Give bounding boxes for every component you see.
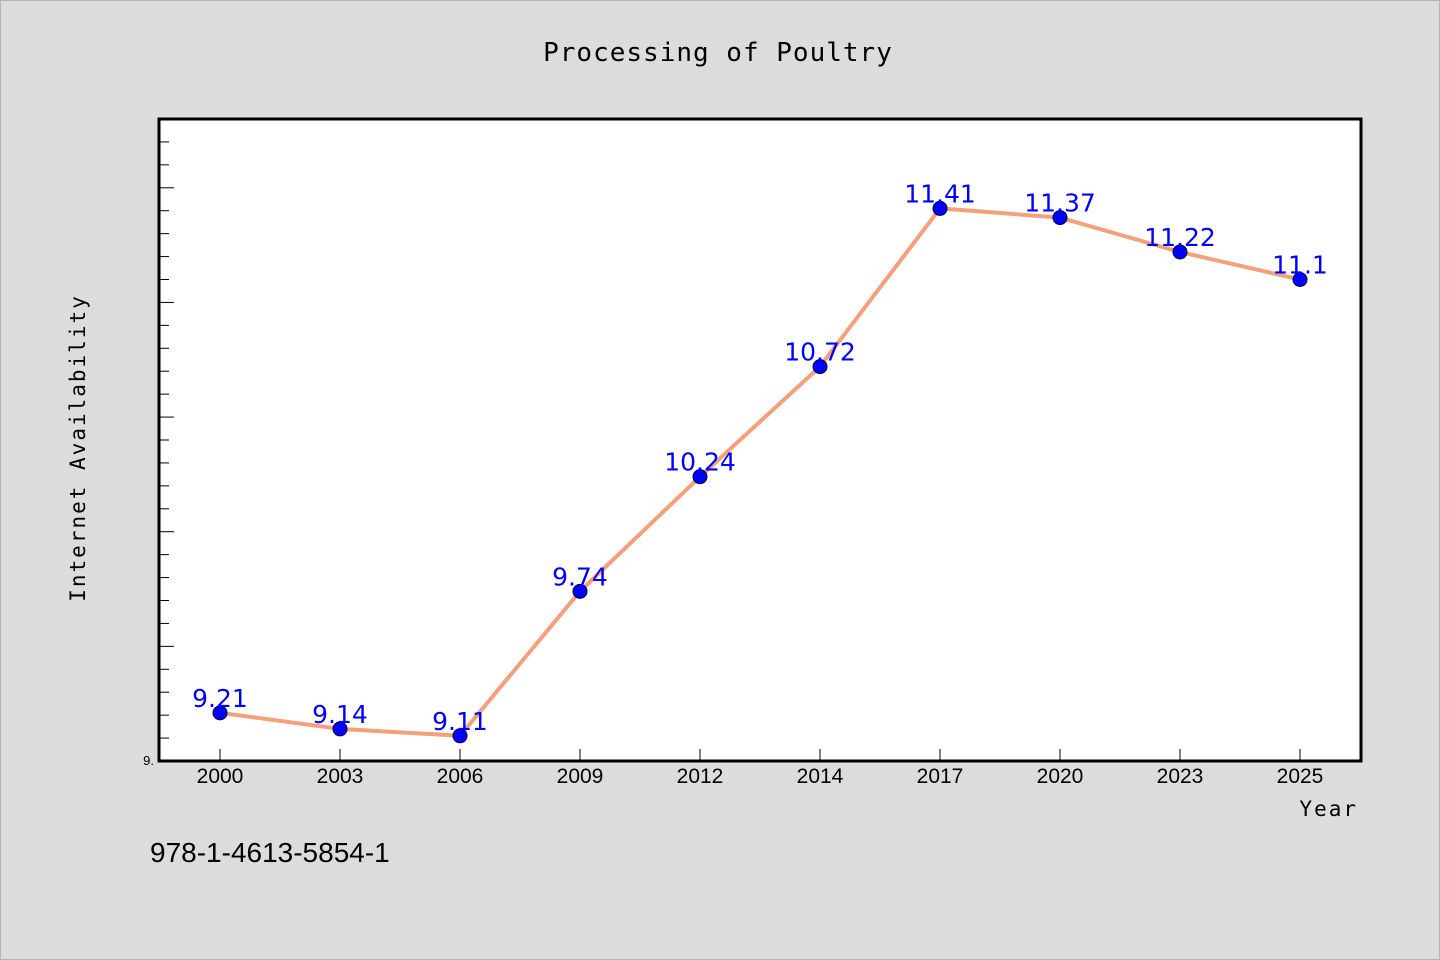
x-tick-label: 2000	[197, 765, 244, 788]
data-point	[332, 721, 348, 737]
plot-area	[157, 117, 1363, 763]
data-point	[212, 705, 228, 721]
x-axis-ticks: 2000 2003 2006 2009 2012 2014 2017 2020 2023 2025	[197, 749, 1324, 788]
data-point	[1172, 244, 1188, 260]
series-markers	[212, 200, 1308, 744]
data-point	[812, 359, 828, 375]
x-tick-label: 2014	[797, 765, 844, 788]
chart-title: Processing of Poultry	[543, 38, 893, 68]
data-point	[1292, 272, 1308, 287]
x-tick-label: 2025	[1277, 765, 1324, 788]
y-tick-label-min: 9.	[143, 753, 154, 768]
data-label: 9.11	[432, 707, 488, 736]
data-point	[572, 583, 588, 599]
data-point	[452, 728, 468, 744]
data-label: 11.37	[1024, 189, 1096, 218]
x-tick-label: 2020	[1037, 765, 1084, 788]
data-point	[692, 469, 708, 485]
isbn-label: 978-1-4613-5854-1	[150, 837, 390, 868]
data-label: 11.1	[1272, 251, 1328, 280]
x-tick-label: 2017	[917, 765, 964, 788]
y-axis-ticks	[159, 141, 174, 762]
data-point	[1052, 210, 1068, 226]
data-label: 10.24	[664, 448, 736, 477]
x-tick-label: 2009	[557, 765, 604, 788]
data-label: 11.22	[1144, 223, 1216, 252]
y-axis-title: Internet Availability	[66, 294, 90, 602]
x-tick-label: 2003	[317, 765, 364, 788]
data-label: 9.14	[312, 700, 368, 729]
data-label: 9.21	[192, 684, 248, 713]
data-label: 10.72	[784, 338, 856, 367]
data-point	[932, 200, 948, 216]
data-labels: 9.21 9.14 9.11 9.74 10.24 10.72 11.41 11.37 11.2…	[192, 179, 1328, 735]
x-axis-title: Year	[1299, 797, 1358, 821]
series-line	[219, 206, 1301, 738]
x-tick-label: 2023	[1157, 765, 1204, 788]
data-label: 11.41	[904, 179, 976, 208]
x-tick-label: 2012	[677, 765, 724, 788]
x-tick-label: 2006	[437, 765, 484, 788]
data-label: 9.74	[552, 562, 608, 591]
